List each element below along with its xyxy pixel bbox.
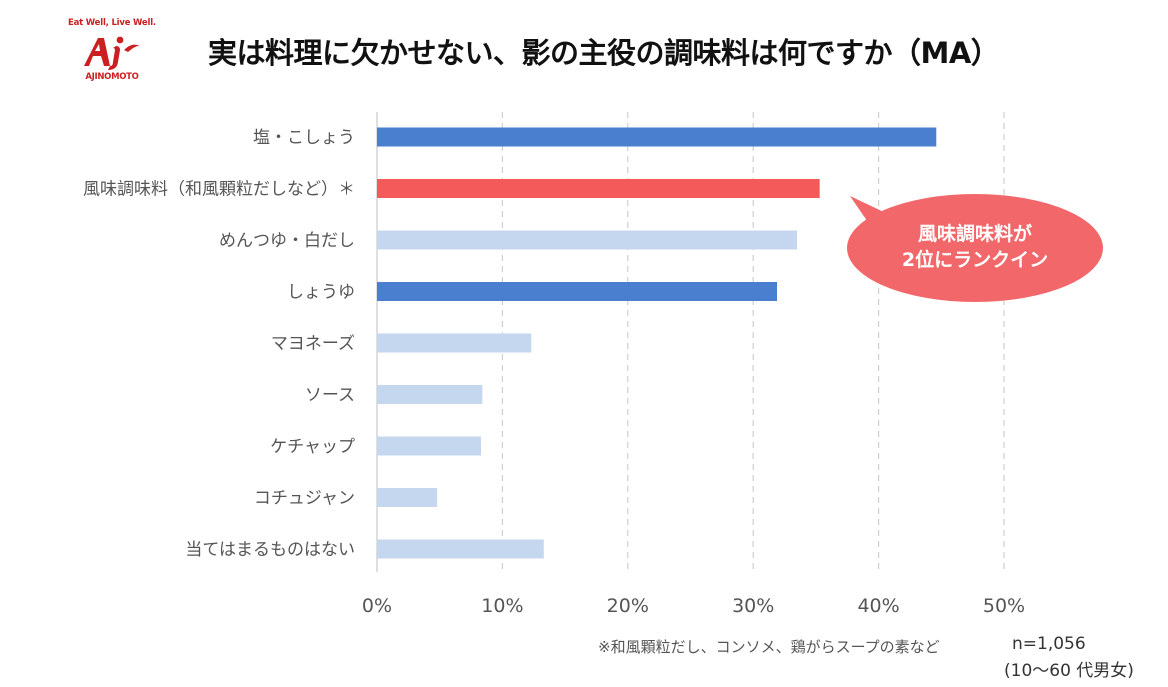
category-label: ソース xyxy=(305,386,355,406)
logo-brand: AJINOMOTO xyxy=(85,72,139,82)
category-label: ケチャップ xyxy=(270,437,355,457)
x-tick-label: 40% xyxy=(857,595,899,617)
category-label: 塩・こしょう xyxy=(253,128,355,148)
callout-bubble xyxy=(847,194,1103,302)
x-tick-label: 10% xyxy=(481,595,523,617)
callout-layer: 風味調味料が 2位にランクイン xyxy=(847,194,1103,302)
x-tick-label: 0% xyxy=(362,595,392,617)
bar xyxy=(377,127,937,147)
bar xyxy=(377,333,532,353)
bar xyxy=(377,436,482,456)
bar xyxy=(377,282,778,301)
sample-group: (10～60 代男女) xyxy=(1004,661,1134,681)
footnote: ※和風顆粒だし、コンソメ、鶏がらスープの素など xyxy=(598,638,940,656)
logo-tagline: Eat Well, Live Well. xyxy=(68,18,156,28)
category-label: マヨネーズ xyxy=(271,334,355,354)
bar xyxy=(377,385,483,404)
bar-layer xyxy=(377,127,937,559)
ajinomoto-logo: Eat Well, Live Well. AJINOMOTO xyxy=(66,18,158,84)
bar xyxy=(377,179,820,198)
callout-text: 2位にランクイン xyxy=(902,248,1048,271)
bar xyxy=(377,488,438,507)
category-label: めんつゆ・白だし xyxy=(219,231,355,251)
x-tick-label: 30% xyxy=(732,595,774,617)
category-label: しょうゆ xyxy=(287,283,355,303)
x-tick-label: 20% xyxy=(607,595,649,617)
chart-title: 実は料理に欠かせない、影の主役の調味料は何ですか（MA） xyxy=(208,36,1000,70)
bar xyxy=(377,539,544,559)
category-label: 風味調味料（和風顆粒だしなど）＊ xyxy=(83,180,355,200)
category-label: コチュジャン xyxy=(254,489,355,509)
bar xyxy=(377,230,798,250)
ajinomoto-mark-icon xyxy=(84,36,140,70)
sample-size: n=1,056 xyxy=(1012,634,1086,654)
x-tick-label: 50% xyxy=(983,595,1025,617)
callout-text: 風味調味料が xyxy=(918,222,1032,245)
x-tick-layer: 0% 10% 20% 30% 40% 50% xyxy=(362,595,1025,617)
category-label: 当てはまるものはない xyxy=(185,540,355,560)
